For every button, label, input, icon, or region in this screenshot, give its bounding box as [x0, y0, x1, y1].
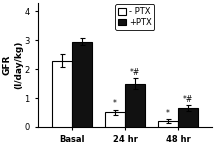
Y-axis label: GFR
(l/day/kg): GFR (l/day/kg)	[3, 41, 23, 89]
Bar	[178, 108, 198, 127]
Text: *#: *#	[130, 68, 140, 77]
Bar	[72, 42, 92, 127]
Bar	[52, 61, 72, 127]
Legend: - PTX, +PTX: - PTX, +PTX	[115, 4, 154, 30]
Bar	[125, 84, 145, 127]
Text: *: *	[166, 109, 170, 118]
Text: *: *	[113, 99, 117, 108]
Bar	[158, 121, 178, 127]
Text: *#: *#	[183, 95, 193, 104]
Bar	[105, 112, 125, 127]
